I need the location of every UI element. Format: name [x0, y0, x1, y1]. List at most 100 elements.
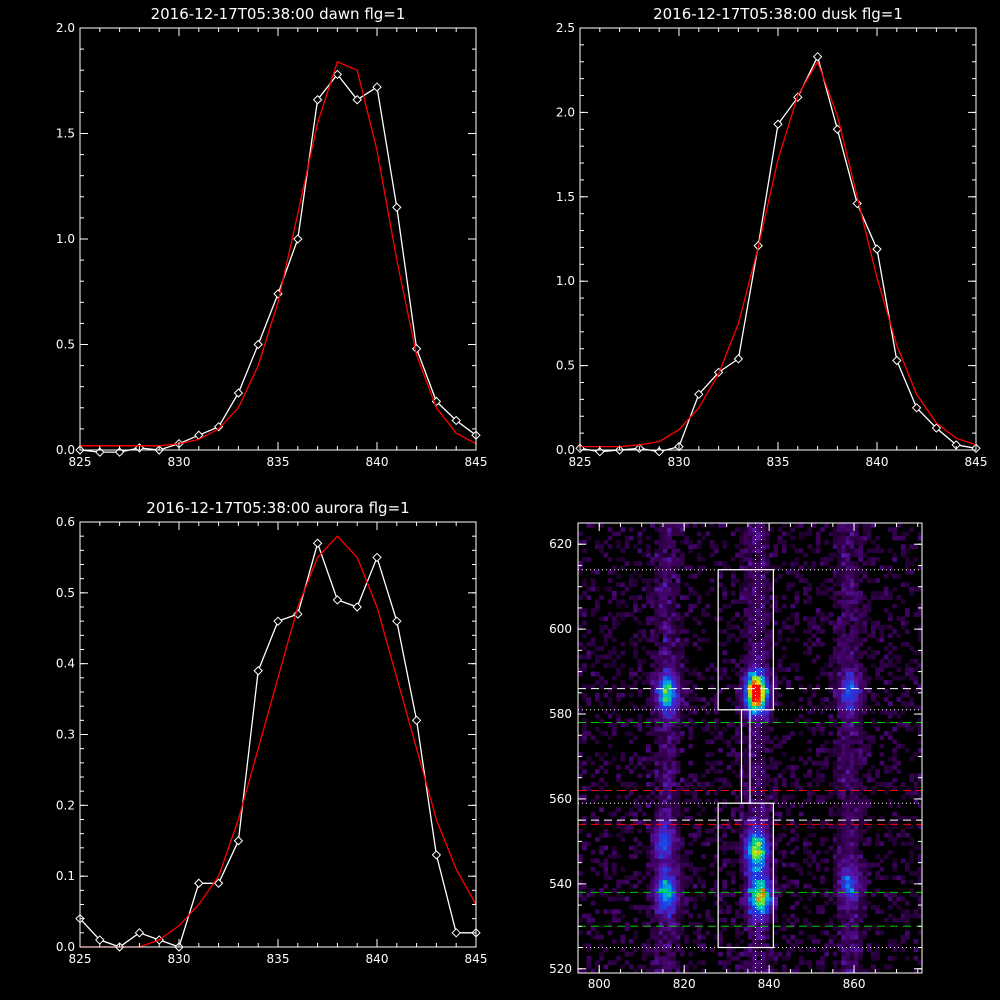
heatmap-cell — [654, 735, 660, 740]
heatmap-cell — [858, 557, 863, 562]
heatmap-cell — [845, 917, 851, 923]
heatmap-cell — [786, 811, 791, 817]
heatmap-cell — [798, 531, 804, 537]
heatmap-cell — [654, 722, 660, 728]
heatmap-cell — [866, 607, 872, 613]
heatmap-cell — [709, 578, 715, 583]
heatmap-cell — [828, 586, 834, 592]
heatmap-cell — [841, 790, 846, 796]
heatmap-cell — [722, 964, 728, 970]
heatmap-cell — [743, 909, 749, 914]
heatmap-cell — [764, 858, 770, 864]
heatmap-cell — [892, 527, 897, 532]
heatmap-cell — [862, 866, 868, 872]
heatmap-cell — [599, 956, 604, 961]
heatmap-cell — [705, 917, 711, 923]
heatmap-cell — [798, 756, 804, 762]
heatmap-cell — [807, 582, 812, 588]
heatmap-cell — [841, 658, 846, 664]
heatmap-cell — [590, 684, 596, 689]
heatmap-cell — [760, 650, 766, 656]
heatmap-cell — [845, 718, 851, 723]
heatmap-cell — [747, 917, 753, 923]
heatmap-cell — [764, 705, 770, 711]
heatmap-cell — [662, 765, 668, 770]
heatmap-cell — [764, 726, 770, 732]
heatmap-cell — [760, 756, 766, 762]
heatmap-cell — [650, 905, 655, 910]
heatmap-cell — [739, 900, 745, 906]
heatmap-cell — [739, 832, 745, 838]
heatmap-cell — [769, 705, 774, 711]
heatmap-cell — [590, 569, 596, 575]
heatmap-cell — [662, 603, 668, 609]
heatmap-cell — [909, 892, 914, 897]
heatmap-cell — [811, 658, 817, 664]
heatmap-cell — [858, 811, 863, 817]
heatmap-cell — [769, 646, 774, 651]
heatmap-cell — [718, 607, 723, 613]
heatmap-cell — [743, 548, 749, 554]
heatmap-cell — [790, 968, 795, 974]
heatmap-cell — [828, 824, 834, 830]
heatmap-cell — [786, 862, 791, 868]
heatmap-cell — [679, 667, 685, 672]
heatmap-cell — [909, 701, 914, 706]
heatmap-cell — [646, 675, 651, 681]
heatmap-cell — [862, 968, 868, 974]
heatmap-cell — [650, 875, 655, 881]
heatmap-cell — [888, 837, 893, 842]
series-fit — [580, 60, 977, 448]
data-point — [372, 552, 382, 563]
heatmap-cell — [684, 777, 689, 783]
heatmap-cell — [858, 807, 863, 813]
heatmap-cell — [879, 675, 885, 681]
heatmap-cell — [654, 671, 660, 677]
heatmap-cell — [582, 557, 587, 562]
heatmap-cell — [747, 531, 753, 537]
heatmap-cell — [862, 760, 868, 766]
heatmap-cell — [679, 705, 685, 711]
heatmap-cell — [658, 624, 664, 630]
heatmap-cell — [718, 769, 723, 774]
heatmap-cell — [752, 879, 757, 885]
heatmap-cell — [764, 913, 770, 919]
heatmap-cell — [871, 722, 876, 728]
heatmap-cell — [726, 633, 732, 639]
heatmap-cell — [854, 748, 859, 753]
y-tick-label: 1.5 — [56, 127, 75, 141]
heatmap-cell — [607, 650, 613, 656]
heatmap-cell — [662, 637, 668, 643]
heatmap-cell — [841, 926, 846, 931]
series-fit — [80, 535, 477, 948]
heatmap-cell — [824, 837, 829, 842]
heatmap-cell — [637, 620, 643, 626]
heatmap-cell — [752, 671, 757, 677]
heatmap-cell — [858, 879, 863, 885]
heatmap-cell — [637, 540, 643, 545]
heatmap-cell — [841, 612, 846, 617]
heatmap-cell — [705, 726, 711, 732]
heatmap-cell — [667, 590, 672, 596]
heatmap-cell — [845, 837, 851, 842]
heatmap-cell — [769, 667, 774, 672]
heatmap-cell — [679, 654, 685, 660]
heatmap-cell — [735, 752, 740, 757]
heatmap-cell — [675, 523, 681, 528]
heatmap-cell — [845, 633, 851, 639]
heatmap-cell — [803, 849, 808, 855]
heatmap-cell — [854, 841, 859, 847]
heatmap-cell — [752, 748, 757, 753]
heatmap-cell — [662, 731, 668, 736]
heatmap-cell — [875, 544, 880, 549]
heatmap-cell — [815, 905, 821, 910]
heatmap-cell — [845, 824, 851, 830]
heatmap-cell — [616, 654, 621, 660]
heatmap-cell — [760, 535, 766, 541]
heatmap-cell — [841, 794, 846, 800]
heatmap-cell — [781, 875, 787, 881]
heatmap-cell — [837, 650, 842, 656]
heatmap-cell — [837, 573, 842, 579]
heatmap-cell — [790, 561, 795, 566]
heatmap-cell — [862, 535, 868, 541]
